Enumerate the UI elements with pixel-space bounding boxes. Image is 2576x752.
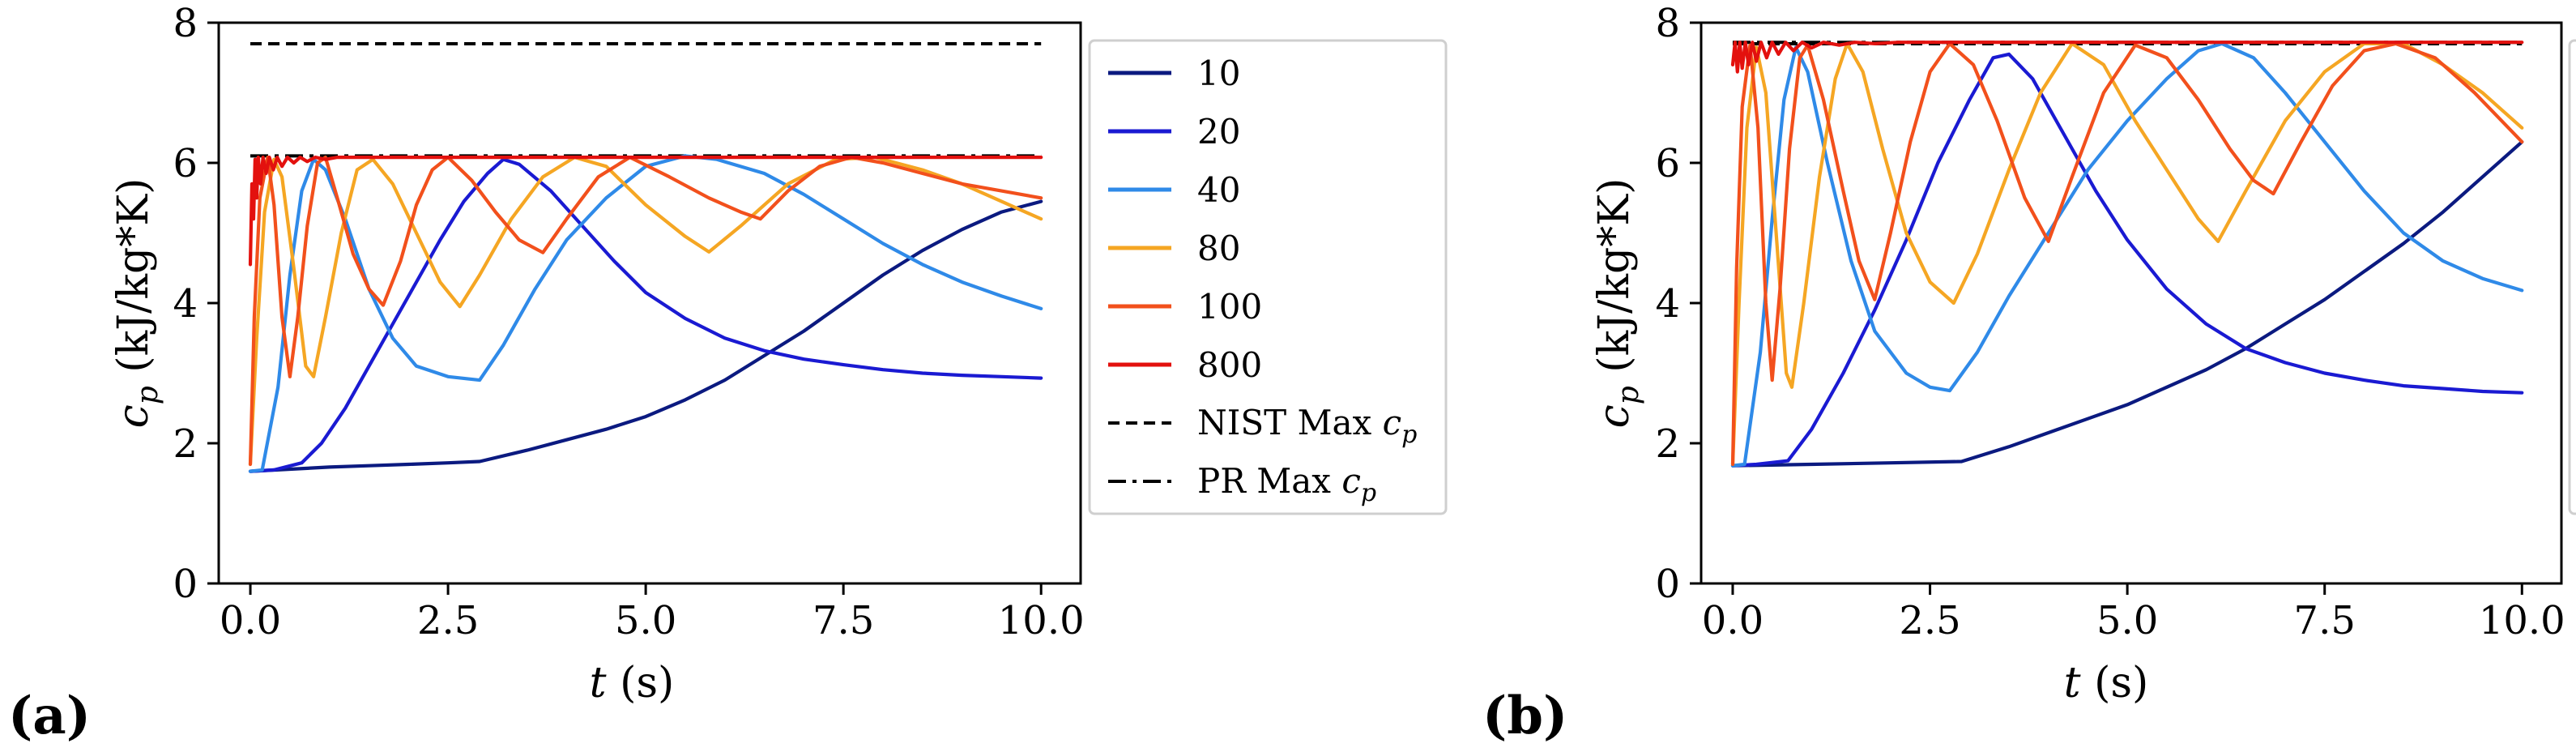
- panel-a-label: (a): [8, 686, 91, 746]
- legend: 10 20 40 80 100 800 NIST Max cp PR Max cp: [1088, 39, 1448, 515]
- panel-a-series-20: [248, 157, 1043, 473]
- panel-a-ytick-label: 8: [173, 1, 198, 46]
- legend-label-40: 40: [1197, 170, 1240, 210]
- legend-label-800: 800: [1197, 345, 1262, 385]
- legend-box: [1088, 39, 1448, 515]
- panel-b-series-100: [1730, 41, 2524, 467]
- panel-a-series-40: [248, 154, 1043, 473]
- panel-a-xtick-label: 2.5: [417, 598, 479, 643]
- panel-b-series-20: [1730, 52, 2524, 468]
- panel-b-ylabel: cp (kJ/kg*K): [1590, 178, 1645, 429]
- panel-b-frame: [1700, 21, 2563, 585]
- panel-a-xtick-label: 10.0: [998, 598, 1085, 643]
- panel-b-ytick-label: 8: [1655, 1, 1680, 46]
- panel-a-plot-area: [248, 41, 1043, 473]
- panel-a-xtick-label: 5.0: [615, 598, 676, 643]
- panel-a-frame: [217, 21, 1082, 585]
- panel-b-series-40: [1730, 41, 2524, 468]
- panel-a-ytick-label: 4: [173, 281, 198, 327]
- panel-a-ytick-label: 2: [173, 421, 198, 467]
- panel-b-plot-area: [1730, 41, 2524, 468]
- legend-label-20: 20: [1197, 112, 1240, 152]
- panel-b-series-800: [1730, 41, 2524, 74]
- panel-b-ytick-label: 4: [1655, 281, 1680, 327]
- panel-b: 0.0 2.5 5.0 7.5 10.0 0 2 4 6 8 t (s) cp (kJ/kg*K)…: [1482, 1, 2576, 746]
- panel-b-ticks: 0.0 2.5 5.0 7.5 10.0 0 2 4 6 8: [1655, 1, 2565, 643]
- panel-a-xlabel: t (s): [590, 659, 675, 707]
- panel-b-xtick-label: 7.5: [2294, 598, 2356, 643]
- legend-label-10: 10: [1197, 53, 1240, 93]
- panel-b-xtick-label: 10.0: [2479, 598, 2565, 643]
- panel-b-ytick-label: 0: [1655, 562, 1680, 607]
- panel-b-xtick-label: 0.0: [1702, 598, 1764, 643]
- legend-series: 10 20 40 80 100 800: [1108, 53, 1262, 385]
- panel-b-series-80: [1730, 41, 2524, 467]
- panel-a-series-100: [248, 156, 1043, 467]
- legend-label-nist: NIST Max cp: [1197, 403, 1417, 449]
- panel-a-series-800: [248, 156, 1043, 267]
- panel-a-ytick-label: 6: [173, 141, 198, 186]
- panel-a-ytick-label: 0: [173, 562, 198, 607]
- panel-a-series-10: [248, 199, 1043, 473]
- panel-b-legend-edge: [2568, 39, 2576, 515]
- panel-a-ticks: 0.0 2.5 5.0 7.5 10.0 0 2 4 6 8: [173, 1, 1084, 643]
- legend-label-pr: PR Max cp: [1197, 461, 1376, 507]
- panel-a-xtick-label: 7.5: [812, 598, 874, 643]
- panel-b-series-10: [1730, 140, 2524, 468]
- panel-b-ytick-label: 2: [1655, 421, 1680, 467]
- panel-b-ytick-label: 6: [1655, 141, 1680, 186]
- panel-b-xlabel: t (s): [2064, 659, 2149, 707]
- panel-b-xtick-label: 2.5: [1899, 598, 1960, 643]
- panel-a-ylabel: cp (kJ/kg*K): [109, 178, 164, 429]
- legend-label-100: 100: [1197, 287, 1262, 327]
- panel-b-label: (b): [1482, 686, 1567, 746]
- panel-b-xtick-label: 5.0: [2096, 598, 2158, 643]
- legend-label-80: 80: [1197, 229, 1240, 268]
- panel-a: 0.0 2.5 5.0 7.5 10.0 0 2 4 6 8 t (s) cp (kJ/kg*K)…: [8, 1, 1448, 746]
- panel-a-xtick-label: 0.0: [220, 598, 281, 643]
